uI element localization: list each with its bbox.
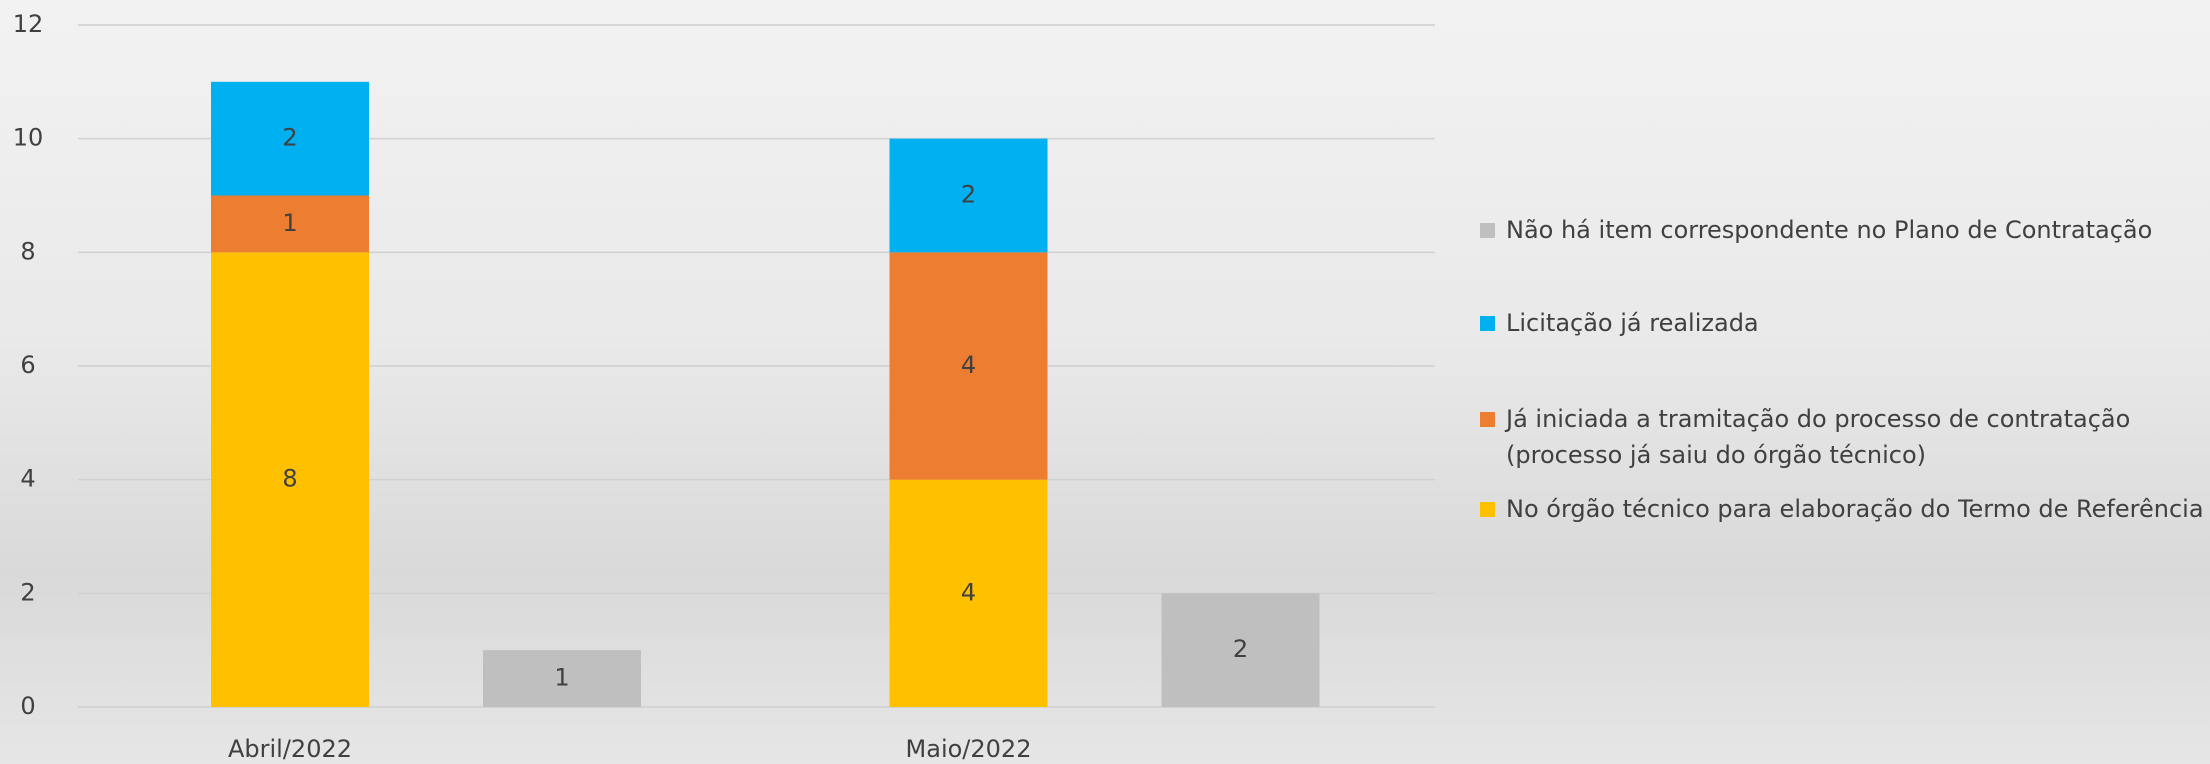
legend-swatch (1480, 316, 1495, 331)
x-tick-label: Abril/2022 (228, 735, 352, 763)
chart: 0246810128121Abril/20224422Maio/2022 (0, 0, 2210, 764)
y-tick-label: 6 (20, 351, 35, 379)
data-label: 8 (282, 465, 297, 493)
data-label: 2 (282, 124, 297, 152)
data-label: 1 (282, 209, 297, 237)
y-tick-label: 8 (20, 237, 35, 265)
x-tick-label: Maio/2022 (906, 735, 1032, 763)
data-label: 4 (961, 351, 976, 379)
legend-item: Não há item correspondente no Plano de C… (1480, 212, 2210, 248)
y-tick-label: 2 (20, 578, 35, 606)
y-tick-label: 0 (20, 692, 35, 720)
legend-label: Licitação já realizada (1506, 309, 1759, 337)
y-tick-label: 4 (20, 465, 35, 493)
chart-area: 0246810128121Abril/20224422Maio/2022 Não… (0, 0, 2210, 764)
data-label: 2 (1233, 635, 1248, 663)
legend-item: No órgão técnico para elaboração do Term… (1480, 491, 2210, 527)
legend-label: Já iniciada a tramitação do processo de … (1506, 405, 2130, 469)
data-label: 2 (961, 181, 976, 209)
legend-item: Já iniciada a tramitação do processo de … (1480, 401, 2210, 473)
legend-label: No órgão técnico para elaboração do Term… (1506, 495, 2204, 523)
legend-label: Não há item correspondente no Plano de C… (1506, 216, 2152, 244)
y-tick-label: 10 (13, 124, 44, 152)
legend-item: Licitação já realizada (1480, 305, 2210, 341)
legend-swatch (1480, 502, 1495, 517)
data-label: 4 (961, 578, 976, 606)
y-tick-label: 12 (13, 10, 44, 38)
legend-swatch (1480, 223, 1495, 238)
legend-swatch (1480, 412, 1495, 427)
data-label: 1 (554, 664, 569, 692)
